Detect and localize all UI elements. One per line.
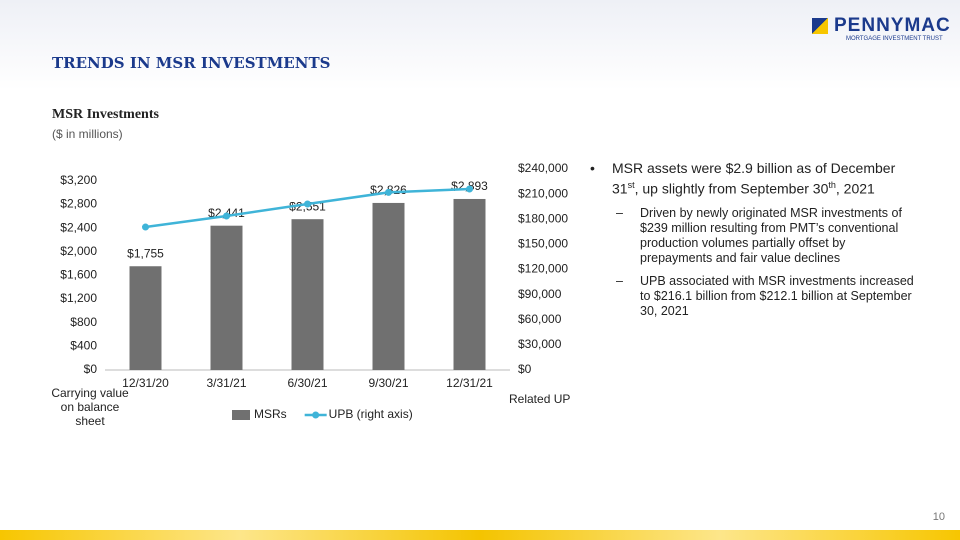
chart-subtitle: ($ in millions) (52, 127, 123, 141)
logo: PENNYMAC (834, 15, 951, 36)
line-point (223, 212, 230, 220)
legend-marker (312, 411, 320, 419)
bullets: MSR assets were $2.9 billion as of Decem… (590, 160, 920, 319)
y2-axis-label: Related UP (509, 392, 571, 406)
logo-icon (812, 18, 828, 34)
x-tick-label: 12/31/20 (122, 376, 169, 390)
y2-tick-label: $210,000 (518, 186, 568, 200)
bar (453, 198, 486, 370)
line-point (385, 188, 392, 196)
sub-bullet: UPB associated with MSR investments incr… (616, 274, 920, 319)
page-number: 10 (932, 511, 945, 523)
y-tick-label: $1,600 (60, 268, 97, 282)
y-tick-label: $3,200 (60, 173, 97, 187)
legend-label: MSRs (254, 407, 287, 421)
bullet: MSR assets were $2.9 billion as of Decem… (590, 160, 920, 198)
bar (372, 202, 405, 370)
logo-subtitle: MORTGAGE INVESTMENT TRUST (846, 36, 943, 42)
y2-tick-label: $0 (518, 362, 532, 376)
y2-tick-label: $180,000 (518, 211, 568, 225)
line-point (466, 185, 473, 193)
text: , up slightly from September 30 (634, 180, 829, 197)
footer-band (0, 530, 960, 540)
line-point (304, 200, 311, 208)
y2-tick-label: $150,000 (518, 237, 568, 251)
x-tick-label: 3/31/21 (206, 376, 246, 390)
y2-tick-label: $120,000 (518, 262, 568, 276)
x-tick-label: 12/31/21 (446, 376, 493, 390)
value-label: $1,755 (127, 246, 164, 260)
y2-tick-label: $30,000 (518, 337, 562, 351)
legend-swatch (232, 410, 250, 420)
y-tick-label: $400 (70, 339, 97, 353)
bar (129, 266, 162, 370)
bar (291, 219, 324, 370)
bar (210, 225, 243, 370)
text: , 2021 (835, 180, 875, 197)
x-tick-label: 6/30/21 (287, 376, 327, 390)
y-tick-label: $2,800 (60, 197, 97, 211)
chart-title: MSR Investments (52, 107, 159, 122)
text: st (627, 180, 635, 190)
y-tick-label: $0 (84, 362, 98, 376)
y2-tick-label: $90,000 (518, 287, 562, 301)
y-tick-label: $1,200 (60, 291, 97, 305)
y-tick-label: $2,000 (60, 244, 97, 258)
y-axis-label: Carrying value on balance sheet (51, 386, 129, 428)
text: MSR assets were $2.9 billion as of Decem… (612, 160, 896, 197)
sub-bullet: Driven by newly originated MSR investmen… (616, 206, 920, 266)
line-point (142, 223, 149, 231)
y-tick-label: $2,400 (60, 220, 97, 234)
x-tick-label: 9/30/21 (368, 376, 408, 390)
y-tick-label: $800 (70, 315, 97, 329)
slide-title: TRENDS IN MSR INVESTMENTS (52, 54, 331, 72)
legend-label: UPB (right axis) (329, 407, 413, 421)
y2-tick-label: $60,000 (518, 312, 562, 326)
text: th (828, 180, 836, 190)
y2-tick-label: $240,000 (518, 161, 568, 175)
